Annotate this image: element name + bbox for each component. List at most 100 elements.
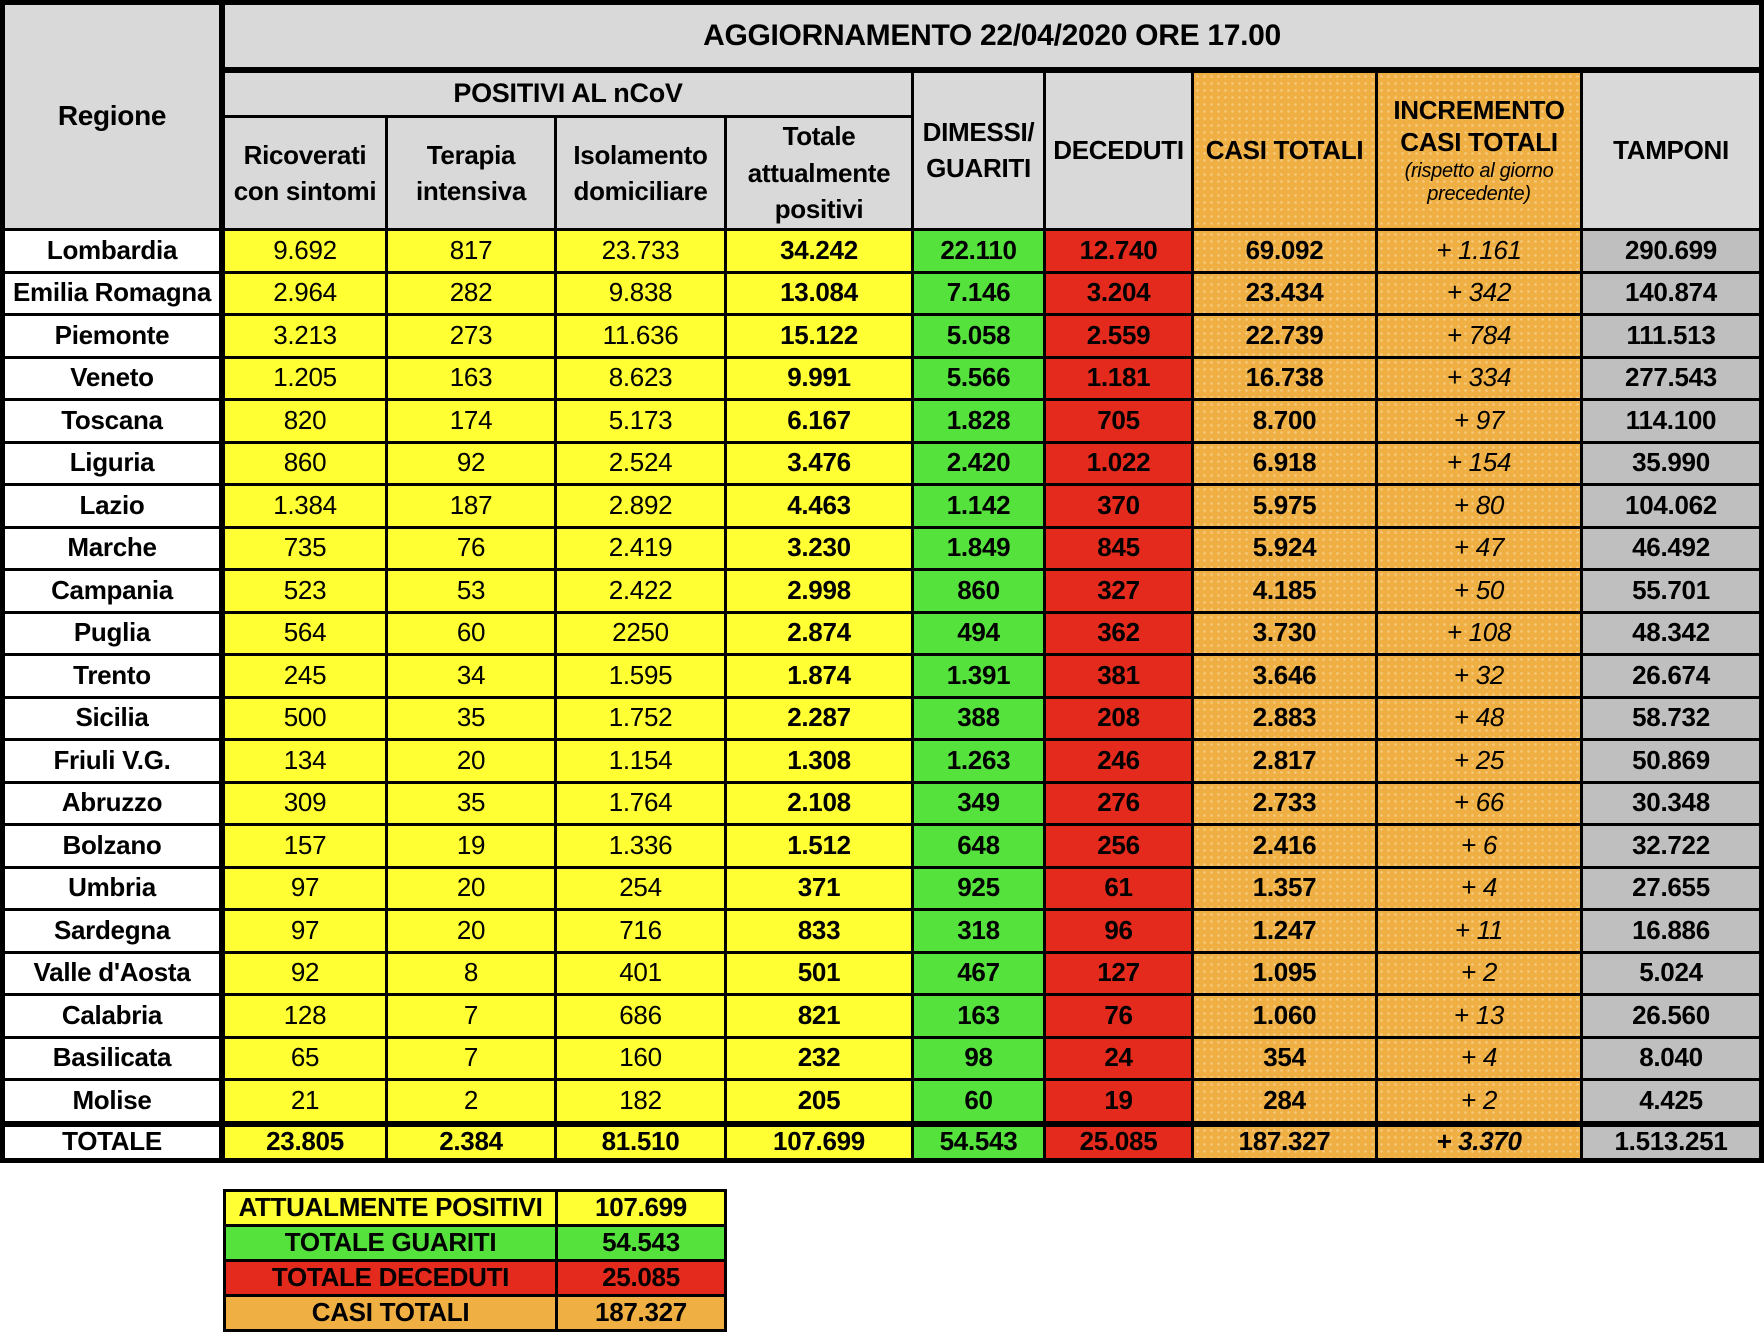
terapia-intensiva-cell: 19 xyxy=(388,826,554,866)
incremento-cell: + 2 xyxy=(1378,953,1580,993)
deceduti-cell: 76 xyxy=(1046,996,1191,1036)
deceduti-cell: 12.740 xyxy=(1046,231,1191,271)
casi-totali-cell: 354 xyxy=(1194,1038,1375,1078)
ricoverati-sintomi-cell: 735 xyxy=(225,528,385,568)
deceased-column-header: DECEDUTI xyxy=(1046,70,1191,228)
casi-totali-cell: 3.646 xyxy=(1194,656,1375,696)
ricoverati-sintomi-cell: 157 xyxy=(225,826,385,866)
dimessi-guariti-cell: 860 xyxy=(914,571,1043,611)
icu-column-header: Terapia intensiva xyxy=(388,118,554,228)
casi-totali-cell: 2.817 xyxy=(1194,741,1375,781)
dimessi-guariti-cell: 5.058 xyxy=(914,316,1043,356)
hospitalized-column-header: Ricoverati con sintomi xyxy=(225,118,385,228)
dimessi-guariti-cell: 925 xyxy=(914,868,1043,908)
ricoverati-sintomi-cell: 860 xyxy=(225,443,385,483)
terapia-intensiva-cell: 8 xyxy=(388,953,554,993)
totale-positivi-cell: 205 xyxy=(727,1081,911,1121)
terapia-intensiva-cell: 53 xyxy=(388,571,554,611)
tamponi-cell: 50.869 xyxy=(1583,741,1759,781)
tamponi-cell: 46.492 xyxy=(1583,528,1759,568)
positives-group-header: POSITIVI AL nCoV xyxy=(225,70,911,115)
deceduti-cell: 2.559 xyxy=(1046,316,1191,356)
ricoverati-sintomi-cell: 21 xyxy=(225,1081,385,1121)
ricoverati-sintomi-cell: 309 xyxy=(225,783,385,823)
casi-totali-cell: 8.700 xyxy=(1194,401,1375,441)
region-cell: Emilia Romagna xyxy=(5,273,222,313)
terapia-intensiva-cell: 60 xyxy=(388,613,554,653)
terapia-intensiva-cell: 7 xyxy=(388,996,554,1036)
terapia-intensiva-cell: 20 xyxy=(388,741,554,781)
tamponi-cell: 114.100 xyxy=(1583,401,1759,441)
ricoverati-sintomi-cell: 245 xyxy=(225,656,385,696)
deceduti-cell: 705 xyxy=(1046,401,1191,441)
isolamento-domiciliare-cell: 254 xyxy=(557,868,724,908)
totale-positivi-cell: 2.287 xyxy=(727,698,911,738)
tamponi-cell: 111.513 xyxy=(1583,316,1759,356)
terapia-intensiva-cell: 34 xyxy=(388,656,554,696)
update-title: AGGIORNAMENTO 22/04/2020 ORE 17.00 xyxy=(225,5,1759,67)
deceduti-cell: 845 xyxy=(1046,528,1191,568)
region-cell: Marche xyxy=(5,528,222,568)
dimessi-guariti-cell: 494 xyxy=(914,613,1043,653)
casi-totali-cell: 22.739 xyxy=(1194,316,1375,356)
dimessi-guariti-cell: 1.391 xyxy=(914,656,1043,696)
total-cases-column-header: CASI TOTALI xyxy=(1194,70,1375,228)
terapia-intensiva-cell: 282 xyxy=(388,273,554,313)
dimessi-guariti-cell: 349 xyxy=(914,783,1043,823)
totale-positivi-cell: 4.463 xyxy=(727,486,911,526)
ricoverati-sintomi-cell: 523 xyxy=(225,571,385,611)
casi-totali-cell: 5.924 xyxy=(1194,528,1375,568)
tamponi-cell: 140.874 xyxy=(1583,273,1759,313)
terapia-intensiva-cell: 273 xyxy=(388,316,554,356)
ricoverati-sintomi-cell: 3.213 xyxy=(225,316,385,356)
tamponi-cell: 48.342 xyxy=(1583,613,1759,653)
dimessi-guariti-cell: 1.263 xyxy=(914,741,1043,781)
deceduti-cell: 127 xyxy=(1046,953,1191,993)
tamponi-cell: 27.655 xyxy=(1583,868,1759,908)
isolamento-domiciliare-cell: 2.419 xyxy=(557,528,724,568)
totale-positivi-cell: 34.242 xyxy=(727,231,911,271)
dimessi-guariti-cell: 1.828 xyxy=(914,401,1043,441)
terapia-intensiva-cell: 7 xyxy=(388,1038,554,1078)
totale-ricoverati-sintomi-cell: 23.805 xyxy=(225,1123,385,1158)
summary-totale-deceduti-label: TOTALE DECEDUTI xyxy=(226,1261,555,1294)
totale-positivi-cell: 821 xyxy=(727,996,911,1036)
tamponi-cell: 277.543 xyxy=(1583,358,1759,398)
isolamento-domiciliare-cell: 23.733 xyxy=(557,231,724,271)
dimessi-guariti-cell: 7.146 xyxy=(914,273,1043,313)
totale-positivi-cell: 13.084 xyxy=(727,273,911,313)
summary-totale-guariti-value: 54.543 xyxy=(558,1226,724,1259)
isolamento-domiciliare-cell: 2250 xyxy=(557,613,724,653)
terapia-intensiva-cell: 174 xyxy=(388,401,554,441)
isolamento-domiciliare-cell: 182 xyxy=(557,1081,724,1121)
dimessi-guariti-cell: 467 xyxy=(914,953,1043,993)
totale-positivi-cell: 15.122 xyxy=(727,316,911,356)
isolamento-domiciliare-cell: 716 xyxy=(557,911,724,951)
ricoverati-sintomi-cell: 1.205 xyxy=(225,358,385,398)
region-cell: Abruzzo xyxy=(5,783,222,823)
summary-attualmente-positivi-label: ATTUALMENTE POSITIVI xyxy=(226,1191,555,1224)
terapia-intensiva-cell: 817 xyxy=(388,231,554,271)
region-cell: Liguria xyxy=(5,443,222,483)
totale-deceduti-cell: 25.085 xyxy=(1046,1123,1191,1158)
dimessi-guariti-cell: 163 xyxy=(914,996,1043,1036)
casi-totali-cell: 284 xyxy=(1194,1081,1375,1121)
summary-casi-totali-value: 187.327 xyxy=(558,1296,724,1329)
incremento-cell: + 6 xyxy=(1378,826,1580,866)
totale-positivi-cell: 1.512 xyxy=(727,826,911,866)
totale-positivi-cell: 371 xyxy=(727,868,911,908)
isolamento-domiciliare-cell: 2.422 xyxy=(557,571,724,611)
swabs-column-header: TAMPONI xyxy=(1583,70,1759,228)
totale-positivi-cell: 501 xyxy=(727,953,911,993)
totale-positivi-cell: 833 xyxy=(727,911,911,951)
totale-positivi-cell: 9.991 xyxy=(727,358,911,398)
tamponi-cell: 104.062 xyxy=(1583,486,1759,526)
casi-totali-cell: 1.247 xyxy=(1194,911,1375,951)
dimessi-guariti-cell: 388 xyxy=(914,698,1043,738)
incremento-cell: + 108 xyxy=(1378,613,1580,653)
deceduti-cell: 370 xyxy=(1046,486,1191,526)
region-cell: Campania xyxy=(5,571,222,611)
totale-positivi-cell: 2.108 xyxy=(727,783,911,823)
isolamento-domiciliare-cell: 5.173 xyxy=(557,401,724,441)
